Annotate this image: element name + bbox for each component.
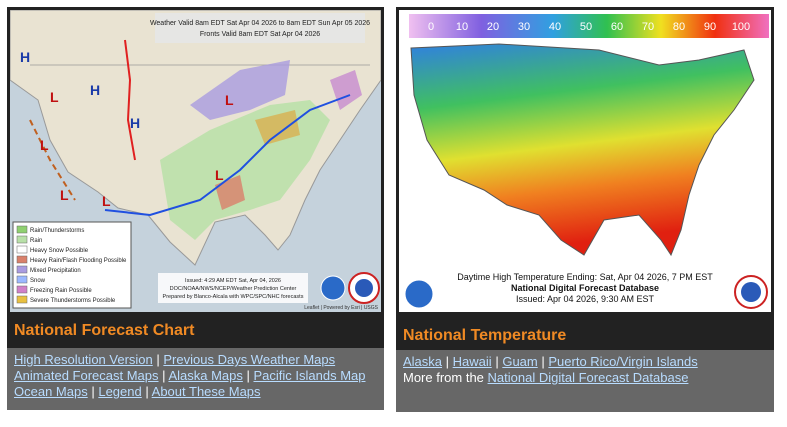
separator: | <box>162 368 166 383</box>
legend-label: Heavy Rain/Flash Flooding Possible <box>30 258 127 264</box>
link[interactable]: High Resolution Version <box>14 352 153 367</box>
legend-swatch <box>16 235 28 244</box>
map-credits: Leaflet | Powered by Esri | USGS <box>304 305 378 311</box>
map-caption: Daytime High Temperature Ending: Sat, Ap… <box>457 272 713 282</box>
separator: | <box>541 354 545 369</box>
issued-text: DOC/NOAA/NWS/NCEP/Weather Prediction Cen… <box>170 286 297 292</box>
link[interactable]: Ocean Maps <box>14 384 88 399</box>
scale-label: 30 <box>518 21 530 33</box>
legend-swatch <box>16 265 28 274</box>
legend-label: Rain <box>30 238 42 244</box>
link[interactable]: Puerto Rico/Virgin Islands <box>548 354 698 369</box>
pressure-center: L <box>215 167 224 183</box>
legend-label: Mixed Precipitation <box>30 268 81 274</box>
separator: | <box>145 384 149 399</box>
panel-title: National Forecast Chart <box>14 322 195 339</box>
pressure-center: H <box>90 82 100 98</box>
forecast-map: Weather Valid 8am EDT Sat Apr 04 2026 to… <box>10 10 381 312</box>
link-list: High Resolution Version | Previous Days … <box>7 348 384 410</box>
legend-box <box>12 221 132 309</box>
link-row: High Resolution Version | Previous Days … <box>14 352 377 368</box>
more-text: More from the <box>403 370 484 385</box>
scale-label: 60 <box>611 21 623 33</box>
noaa-logo <box>404 279 434 309</box>
legend-swatch <box>16 295 28 304</box>
legend-swatch <box>16 255 28 264</box>
panel-title: National Temperature <box>403 327 567 344</box>
us-temperature-field <box>410 43 755 257</box>
link[interactable]: Previous Days Weather Maps <box>163 352 336 367</box>
map-caption: National Digital Forecast Database <box>511 283 659 293</box>
legend-label: Heavy Snow Possible <box>30 248 89 254</box>
link[interactable]: Alaska <box>403 354 443 369</box>
temperature-map: 0 10 20 30 40 50 60 70 80 90 100 Daytime High Temp… <box>399 10 771 312</box>
scale-label: 10 <box>456 21 468 33</box>
link[interactable]: Animated Forecast Maps <box>14 368 159 383</box>
pressure-center: L <box>102 193 111 209</box>
issued-text: Prepared by Blanco-Alcala with WPC/SPC/N… <box>163 294 304 300</box>
link-list: Alaska | Hawaii | Guam | Puerto Rico/Vir… <box>396 350 774 412</box>
map-header: Weather Valid 8am EDT Sat Apr 04 2026 to… <box>150 20 370 27</box>
color-scale <box>409 14 769 38</box>
noaa-logo <box>320 275 346 301</box>
more-row: More from the National Digital Forecast … <box>403 370 767 386</box>
legend-label: Rain/Thunderstorms <box>30 228 84 234</box>
link[interactable]: Pacific Islands Map <box>253 368 366 383</box>
separator: | <box>156 352 160 367</box>
temperature-panel: 0 10 20 30 40 50 60 70 80 90 100 Daytime High Temp… <box>396 7 774 412</box>
link-row: Animated Forecast Maps | Alaska Maps | P… <box>14 368 377 384</box>
pressure-center: L <box>225 92 234 108</box>
link[interactable]: About These Maps <box>151 384 261 399</box>
pressure-center: H <box>130 115 140 131</box>
link[interactable]: Hawaii <box>452 354 492 369</box>
issued-text: Issued: 4:29 AM EDT Sat, Apr 04, 2026 <box>185 278 281 284</box>
link-row: Ocean Maps | Legend | About These Maps <box>14 384 377 400</box>
pressure-center: L <box>40 137 49 153</box>
legend-label: Severe Thunderstorms Possible <box>30 298 116 304</box>
separator: | <box>246 368 250 383</box>
separator: | <box>445 354 450 369</box>
map-header: Fronts Valid 8am EDT Sat Apr 04 2026 <box>200 31 320 38</box>
pressure-center: H <box>20 49 30 65</box>
scale-label: 0 <box>428 21 434 33</box>
scale-label: 40 <box>549 21 561 33</box>
legend-swatch <box>16 285 28 294</box>
scale-label: 90 <box>704 21 716 33</box>
separator: | <box>495 354 499 369</box>
link-row: Alaska | Hawaii | Guam | Puerto Rico/Vir… <box>403 354 767 370</box>
pressure-center: L <box>60 187 69 203</box>
scale-label: 70 <box>642 21 654 33</box>
forecast-panel: Weather Valid 8am EDT Sat Apr 04 2026 to… <box>7 7 384 410</box>
separator: | <box>91 384 95 399</box>
legend-swatch <box>16 275 28 284</box>
scale-label: 100 <box>732 21 750 33</box>
link[interactable]: National Digital Forecast Database <box>487 370 689 385</box>
legend-swatch <box>16 245 28 254</box>
legend-label: Snow <box>30 278 46 284</box>
scale-label: 20 <box>487 21 499 33</box>
legend-swatch <box>16 225 28 234</box>
link[interactable]: Guam <box>502 354 538 369</box>
pressure-center: L <box>50 89 59 105</box>
map-caption: Issued: Apr 04 2026, 9:30 AM EST <box>516 294 655 304</box>
link[interactable]: Alaska Maps <box>168 368 243 383</box>
scale-label: 80 <box>673 21 685 33</box>
legend-label: Freezing Rain Possible <box>30 288 92 294</box>
link[interactable]: Legend <box>98 384 142 399</box>
scale-label: 50 <box>580 21 592 33</box>
